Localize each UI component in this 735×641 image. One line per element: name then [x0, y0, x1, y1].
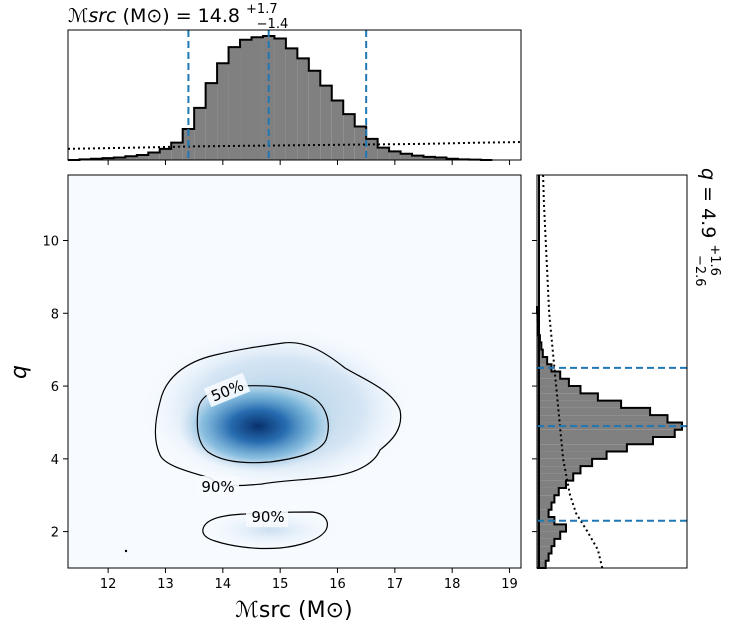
density-core: [178, 380, 338, 472]
top-hist-bar: [343, 114, 354, 160]
right-hist-bar: [537, 444, 627, 451]
top-hist-bar: [171, 143, 182, 160]
top-title-param: ℳsrc: [68, 5, 117, 27]
right-hist-bar: [537, 379, 569, 386]
y-tick-label: 8: [51, 307, 59, 322]
x-tick-label: 17: [387, 577, 404, 592]
right-hist-bar: [537, 481, 566, 488]
x-tick-label: 16: [329, 577, 346, 592]
top-hist-bar: [320, 86, 331, 160]
right-title-median: 4.9: [697, 208, 719, 238]
right-hist-bar: [537, 524, 566, 531]
top-title-minus: −1.4: [257, 17, 289, 32]
x-tick-label: 13: [157, 577, 174, 592]
top-hist-bar: [286, 48, 297, 160]
x-tick-label: 18: [444, 577, 461, 592]
top-hist-bar: [160, 149, 171, 160]
y-tick-label: 6: [51, 380, 59, 395]
top-hist-bar: [274, 38, 285, 160]
top-hist-bar: [251, 37, 262, 160]
right-title-minus: −2.6: [692, 255, 707, 287]
top-title-plus: +1.7: [246, 2, 278, 17]
top-x-ticks: [108, 160, 509, 165]
contour-label-90-main: 90%: [201, 478, 234, 496]
top-title-unit: (M⊙) =: [123, 5, 198, 27]
top-marginal-panel: ℳsrc (M⊙) = 14.8 +1.7 −1.4: [68, 0, 521, 165]
right-title-eq: =: [697, 186, 719, 208]
y-tick-label: 2: [51, 526, 59, 541]
right-hist-bar: [537, 532, 560, 539]
right-hist-bar: [537, 415, 668, 422]
top-hist-bar: [229, 47, 240, 160]
right-title: q = 4.9 +1.6 −2.6: [692, 168, 728, 287]
right-marginal-panel: q = 4.9 +1.6 −2.6: [532, 168, 728, 568]
y-tick-label: 4: [51, 453, 59, 468]
right-hist-bar: [537, 466, 581, 473]
top-hist-bar: [389, 151, 400, 160]
x-tick-label: 19: [501, 577, 518, 592]
x-axis-label: ℳsrc (M⊙): [235, 598, 352, 623]
stray-point: [125, 550, 127, 552]
x-tick-label: 15: [272, 577, 289, 592]
top-hist-bar: [194, 108, 205, 160]
x-tick-label: 12: [100, 577, 117, 592]
right-hist-bar: [537, 393, 598, 400]
top-hist-bar: [148, 153, 159, 160]
right-hist-bar: [537, 386, 581, 393]
main-x-ticks: 12 13 14 15 16 17 18 19: [100, 568, 518, 592]
top-hist-bar: [378, 148, 389, 160]
top-hist-bar: [355, 127, 366, 160]
right-hist-bar: [537, 488, 559, 495]
right-hist-bar: [537, 437, 653, 444]
right-hist-bar: [537, 452, 607, 459]
right-title-param: q: [697, 168, 719, 180]
right-hist-bar: [537, 430, 675, 437]
right-hist-bar: [537, 408, 650, 415]
right-hist-bar: [537, 372, 560, 379]
right-y-ticks: [532, 241, 537, 532]
top-hist-bar: [309, 71, 320, 160]
top-hist-bar: [240, 40, 251, 160]
y-tick-label: 10: [42, 235, 59, 250]
right-histogram: [537, 175, 682, 568]
contour-label-90-low: 90%: [251, 508, 284, 526]
top-histogram: [68, 36, 492, 160]
top-hist-bar: [332, 100, 343, 160]
x-tick-label: 14: [215, 577, 232, 592]
top-hist-bar: [206, 83, 217, 160]
top-hist-bar: [366, 139, 377, 160]
y-axis-label: q: [7, 365, 32, 379]
main-y-ticks: 2 4 6 8 10: [42, 235, 68, 541]
right-title-plus: +1.6: [707, 244, 722, 276]
right-hist-bar: [537, 401, 621, 408]
top-title-median: 14.8: [198, 5, 240, 27]
top-title: ℳsrc (M⊙) = 14.8 +1.7 −1.4: [68, 0, 288, 32]
